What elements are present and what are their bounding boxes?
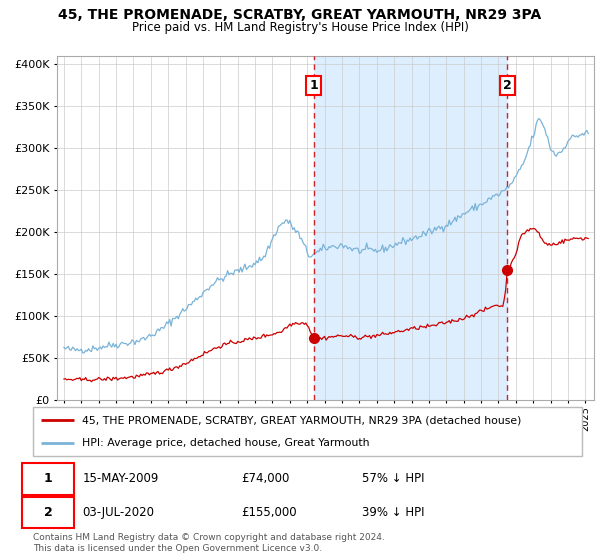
Text: 03-JUL-2020: 03-JUL-2020 <box>82 506 154 519</box>
Text: 2: 2 <box>44 506 52 519</box>
Text: 45, THE PROMENADE, SCRATBY, GREAT YARMOUTH, NR29 3PA (detached house): 45, THE PROMENADE, SCRATBY, GREAT YARMOU… <box>82 416 522 426</box>
Text: HPI: Average price, detached house, Great Yarmouth: HPI: Average price, detached house, Grea… <box>82 438 370 448</box>
FancyBboxPatch shape <box>22 497 74 528</box>
Text: 1: 1 <box>310 79 318 92</box>
Bar <box>314 56 508 400</box>
Text: Contains HM Land Registry data © Crown copyright and database right 2024.
This d: Contains HM Land Registry data © Crown c… <box>33 533 385 553</box>
Text: Price paid vs. HM Land Registry's House Price Index (HPI): Price paid vs. HM Land Registry's House … <box>131 21 469 34</box>
Text: 15-MAY-2009: 15-MAY-2009 <box>82 472 159 486</box>
Text: £74,000: £74,000 <box>242 472 290 486</box>
Text: 1: 1 <box>44 472 52 486</box>
Text: 2: 2 <box>503 79 512 92</box>
Text: £155,000: £155,000 <box>242 506 297 519</box>
FancyBboxPatch shape <box>22 463 74 494</box>
FancyBboxPatch shape <box>33 407 582 456</box>
Text: 39% ↓ HPI: 39% ↓ HPI <box>362 506 425 519</box>
Text: 45, THE PROMENADE, SCRATBY, GREAT YARMOUTH, NR29 3PA: 45, THE PROMENADE, SCRATBY, GREAT YARMOU… <box>58 8 542 22</box>
Text: 57% ↓ HPI: 57% ↓ HPI <box>362 472 425 486</box>
